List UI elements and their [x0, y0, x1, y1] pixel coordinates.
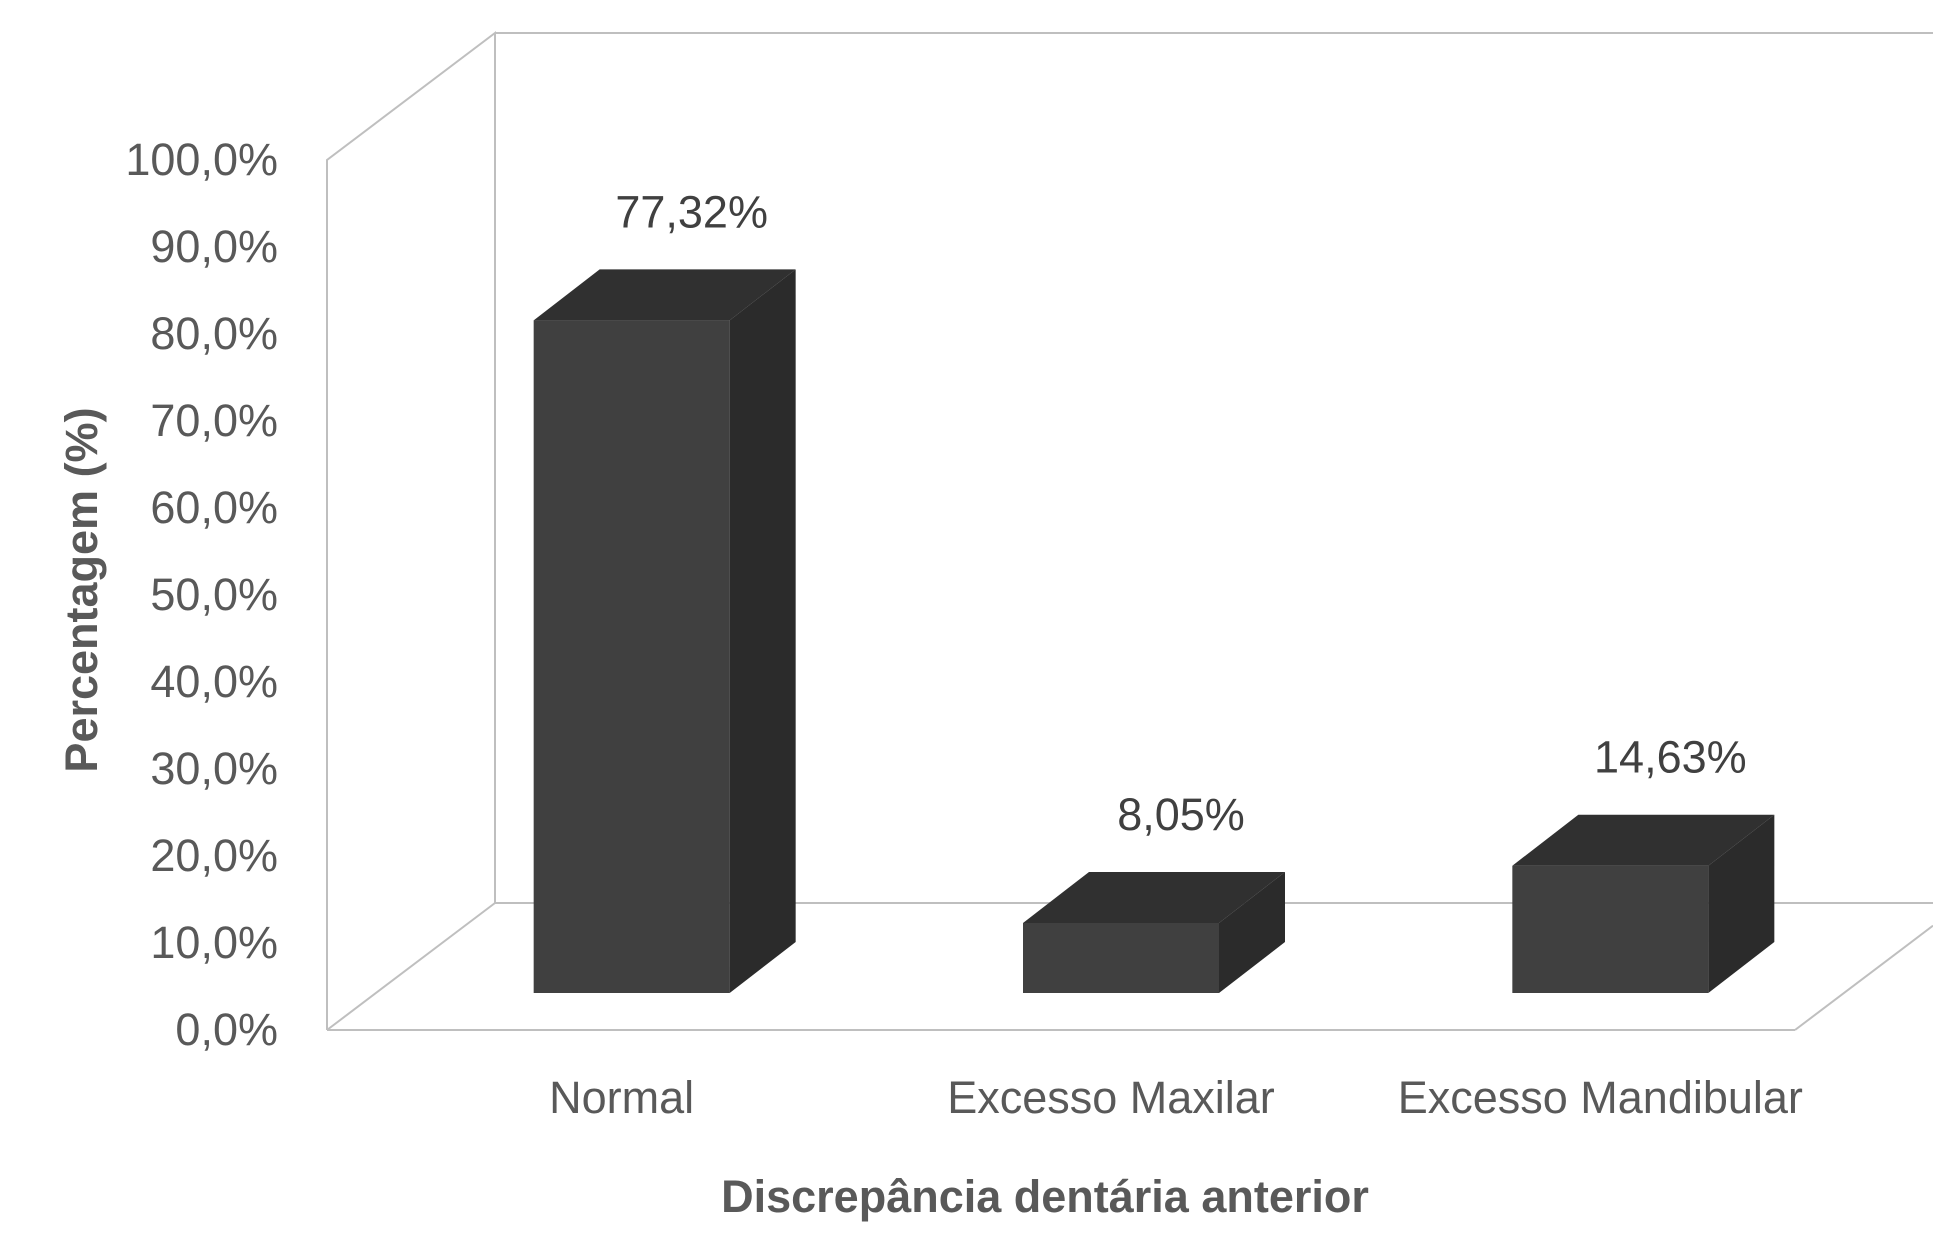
y-tick-label: 0,0% — [175, 1004, 278, 1055]
bar-side — [1708, 814, 1775, 993]
floor-right-edge — [1794, 924, 1933, 1031]
y-tick-label: 40,0% — [150, 656, 278, 707]
bar-front — [1023, 922, 1219, 993]
y-axis-label: Percentagem (%) — [56, 407, 107, 772]
y-tick-label: 90,0% — [150, 221, 278, 272]
x-axis-label: Discrepância dentária anterior — [721, 1171, 1369, 1222]
y-tick-label: 50,0% — [150, 569, 278, 620]
bar-front — [1512, 865, 1709, 993]
data-label: 14,63% — [1594, 732, 1747, 783]
left-wall — [326, 30, 496, 1030]
bar-front — [533, 320, 730, 993]
x-category-label: Normal — [549, 1072, 694, 1123]
floor-left-edge — [326, 902, 496, 1031]
y-tick-label: 30,0% — [150, 743, 278, 794]
bar — [1023, 871, 1285, 993]
bar-top — [533, 269, 796, 321]
y-tick-label: 70,0% — [150, 395, 278, 446]
bar-side — [729, 269, 796, 993]
data-label: 77,32% — [615, 186, 768, 237]
bar — [533, 269, 796, 993]
bars — [533, 269, 1775, 993]
bar-side — [1219, 871, 1285, 993]
y-tick-label: 80,0% — [150, 308, 278, 359]
y-tick-label: 20,0% — [150, 830, 278, 881]
y-tick-label: 10,0% — [150, 917, 278, 968]
x-category-label: Excesso Mandibular — [1398, 1072, 1803, 1123]
data-label: 8,05% — [1117, 789, 1245, 840]
data-labels: 77,32% 8,05% 14,63% — [615, 186, 1746, 840]
bar-top — [1512, 814, 1775, 866]
bar — [1512, 814, 1775, 993]
bar-top — [1023, 871, 1285, 923]
y-tick-labels: 0,0% 10,0% 20,0% 30,0% 40,0% 50,0% 60,0% 70,0% 8… — [125, 134, 278, 1055]
x-category-labels: Normal Excesso Maxilar Excesso Mandibular — [549, 1072, 1803, 1123]
y-tick-label: 60,0% — [150, 482, 278, 533]
x-category-label: Excesso Maxilar — [947, 1072, 1275, 1123]
y-tick-label: 100,0% — [125, 134, 278, 185]
